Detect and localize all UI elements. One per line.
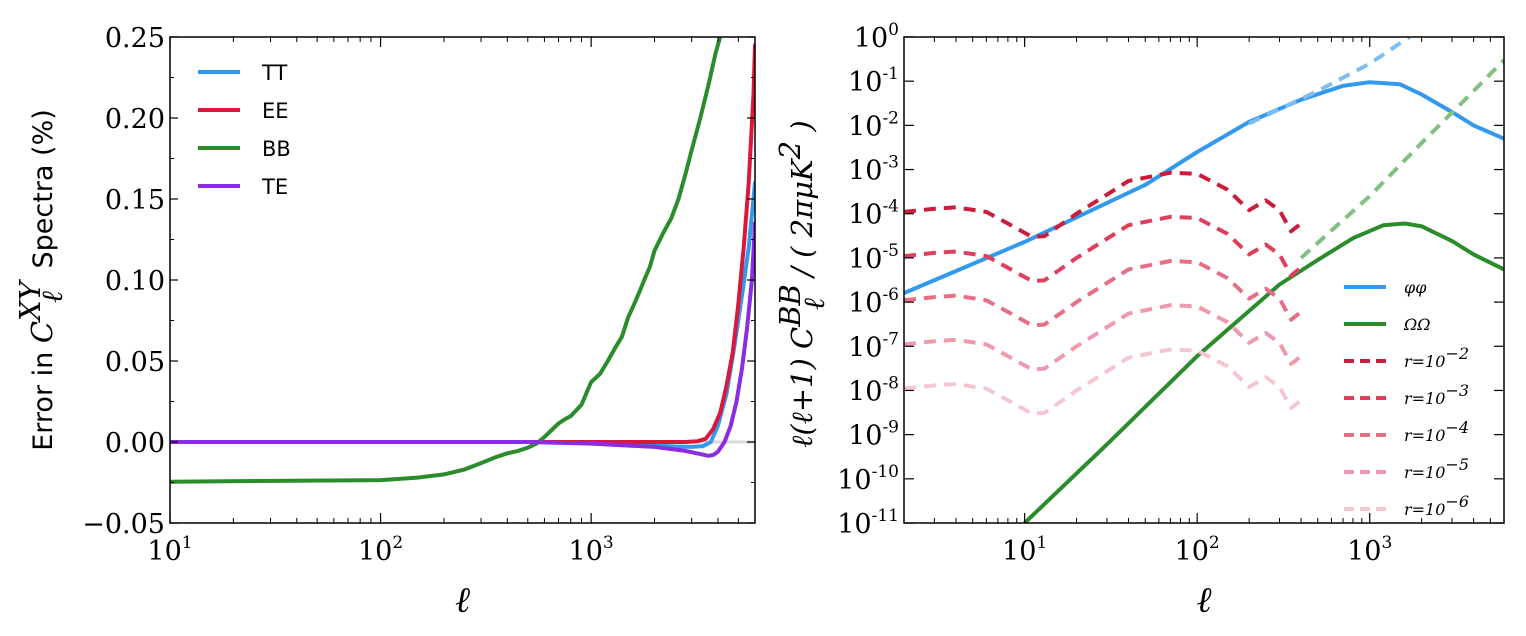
series-line-3 bbox=[1299, 58, 1504, 260]
xtick-label: 101 bbox=[147, 533, 192, 567]
ytick-label: 0.25 bbox=[105, 23, 165, 54]
series-line-te bbox=[170, 221, 755, 458]
y-axis-label: ℓ(ℓ+1) CBBℓ / ( 2πμK2 ) bbox=[773, 120, 831, 447]
ytick-label: 10-4 bbox=[848, 197, 899, 231]
legend-label-2: r=10−2 bbox=[1404, 344, 1469, 371]
ytick-label: 100 bbox=[854, 20, 899, 54]
ytick-label: 10-2 bbox=[848, 108, 899, 142]
ytick-label: 0.10 bbox=[105, 266, 165, 297]
series-line-bb bbox=[170, 37, 723, 484]
series-line-7 bbox=[904, 303, 1303, 372]
ytick-label: 10-7 bbox=[848, 329, 899, 363]
xtick-label: 101 bbox=[1002, 533, 1047, 567]
ytick-label: 10-6 bbox=[848, 285, 899, 319]
legend-label-5: r=10−5 bbox=[1404, 455, 1469, 482]
left-chart: −0.05 0.00 0.05 0.10 0.15 0.20 0.25 101 102 103 ℓ E… bbox=[13, 23, 756, 621]
legend-label-6: r=10−6 bbox=[1404, 492, 1469, 519]
x-axis-label: ℓ bbox=[455, 580, 470, 621]
series-line-ee bbox=[170, 43, 755, 444]
ytick-label: 0.15 bbox=[105, 185, 165, 216]
ytick-label: 0.00 bbox=[105, 428, 165, 459]
series-line-0 bbox=[904, 80, 1504, 295]
series-line-1 bbox=[1248, 37, 1411, 126]
ytick-label: 10-1 bbox=[848, 64, 899, 98]
x-axis-label: ℓ bbox=[1197, 580, 1212, 621]
right-chart: 100 10-1 10-2 10-3 10-4 10-5 10-6 10-7 10-8 10-9 1… bbox=[773, 20, 1505, 621]
ytick-label: 10-8 bbox=[848, 373, 899, 407]
legend-label-ee: EE bbox=[262, 99, 289, 123]
ytick-label: 10-3 bbox=[848, 153, 899, 187]
legend-label-0: φφ bbox=[1404, 278, 1427, 297]
series-line-6 bbox=[904, 259, 1303, 328]
left-plot-area bbox=[170, 37, 755, 484]
series-line-8 bbox=[904, 347, 1303, 416]
xtick-label: 103 bbox=[1347, 533, 1392, 567]
series-line-2 bbox=[1023, 221, 1504, 523]
ytick-label: 10-5 bbox=[848, 241, 899, 275]
legend-label-bb: BB bbox=[262, 137, 291, 161]
xtick-label: 103 bbox=[569, 533, 614, 567]
xtick-label: 102 bbox=[358, 533, 403, 567]
legend-label-te: TE bbox=[261, 175, 288, 199]
series-line-4 bbox=[904, 170, 1303, 239]
series-line-5 bbox=[904, 214, 1303, 283]
ytick-label: 10-11 bbox=[837, 506, 899, 540]
legend-label-1: ΩΩ bbox=[1403, 315, 1431, 334]
ytick-label: 0.20 bbox=[105, 104, 165, 135]
xtick-label: 102 bbox=[1175, 533, 1220, 567]
right-plot-area bbox=[904, 37, 1504, 523]
y-axis-label: Error in CXYℓ Spectra (%) bbox=[13, 109, 69, 451]
legend-label-3: r=10−3 bbox=[1404, 381, 1469, 408]
legend-label-tt: TT bbox=[261, 61, 287, 85]
right-axes-frame bbox=[903, 36, 1505, 524]
ytick-label: 10-9 bbox=[848, 418, 899, 452]
ytick-label: −0.05 bbox=[82, 509, 165, 540]
ytick-label: 0.05 bbox=[105, 347, 165, 378]
legend-label-4: r=10−4 bbox=[1404, 418, 1469, 445]
ytick-label: 10-10 bbox=[837, 462, 899, 496]
